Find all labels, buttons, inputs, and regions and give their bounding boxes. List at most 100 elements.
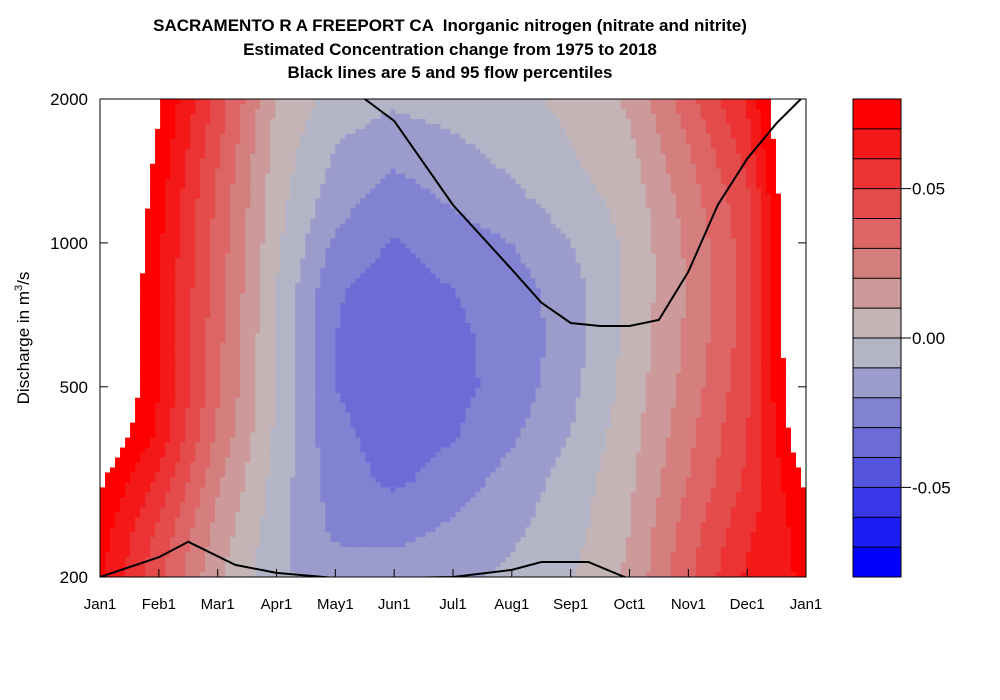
contour-cell <box>260 108 266 115</box>
contour-cell <box>735 263 742 269</box>
contour-cell <box>375 233 381 240</box>
contour-cell <box>110 118 116 125</box>
contour-cell <box>220 99 226 105</box>
contour-cell <box>325 183 331 190</box>
contour-cell <box>650 148 657 155</box>
contour-cell <box>360 113 366 120</box>
contour-cell <box>645 263 652 269</box>
contour-cell <box>175 118 181 125</box>
contour-cell <box>800 133 806 140</box>
contour-cell <box>140 153 146 160</box>
contour-cell <box>635 128 642 135</box>
contour-cell <box>585 148 592 155</box>
contour-cell <box>530 118 537 125</box>
contour-cell <box>670 168 677 175</box>
contour-cell <box>595 248 602 254</box>
contour-cell <box>660 218 667 225</box>
contour-cell <box>725 123 732 130</box>
contour-cell <box>140 168 146 175</box>
contour-cell <box>275 188 281 195</box>
contour-cell <box>575 213 582 220</box>
contour-cell <box>360 243 366 249</box>
contour-cell <box>165 99 171 105</box>
contour-cell <box>215 258 221 264</box>
contour-cell <box>390 208 397 215</box>
contour-cell <box>750 193 757 200</box>
contour-cell <box>100 143 106 150</box>
contour-cell <box>600 103 607 110</box>
contour-cell <box>290 273 296 279</box>
contour-cell <box>185 198 191 205</box>
contour-cell <box>120 163 126 170</box>
contour-cell <box>340 148 346 155</box>
contour-cell <box>200 268 206 274</box>
contour-cell <box>365 103 371 110</box>
contour-cell <box>280 233 286 240</box>
contour-cell <box>420 113 427 120</box>
contour-cell <box>665 128 672 135</box>
contour-cell <box>225 113 231 120</box>
contour-cell <box>270 213 276 220</box>
contour-cell <box>180 223 186 230</box>
contour-cell <box>170 128 176 135</box>
contour-cell <box>185 253 191 259</box>
contour-cell <box>195 248 201 254</box>
contour-cell <box>785 233 792 240</box>
contour-cell <box>380 273 387 279</box>
contour-cell <box>175 233 181 240</box>
contour-cell <box>210 148 216 155</box>
contour-cell <box>160 178 166 185</box>
contour-cell <box>100 138 106 145</box>
contour-cell <box>185 143 191 150</box>
contour-cell <box>245 248 251 254</box>
contour-cell <box>140 243 146 249</box>
contour-cell <box>360 138 366 145</box>
contour-cell <box>565 253 572 259</box>
contour-cell <box>700 228 707 235</box>
contour-cell <box>440 143 447 150</box>
contour-cell <box>420 263 427 269</box>
contour-cell <box>595 108 602 115</box>
contour-cell <box>630 113 637 120</box>
contour-cell <box>505 248 512 254</box>
contour-cell <box>220 113 226 120</box>
contour-cell <box>155 203 161 210</box>
contour-cell <box>590 263 597 269</box>
contour-cell <box>715 193 722 200</box>
contour-cell <box>110 208 116 215</box>
contour-cell <box>700 253 707 259</box>
contour-cell <box>170 253 176 259</box>
contour-cell <box>755 163 762 170</box>
contour-cell <box>340 188 346 195</box>
contour-cell <box>120 198 126 205</box>
contour-cell <box>515 99 522 105</box>
contour-cell <box>595 198 602 205</box>
contour-cell <box>190 218 196 225</box>
contour-cell <box>520 258 527 264</box>
contour-cell <box>335 268 341 274</box>
contour-cell <box>185 248 191 254</box>
contour-cell <box>720 173 727 180</box>
contour-cell <box>755 228 762 235</box>
contour-cell <box>185 233 191 240</box>
contour-cell <box>100 103 106 110</box>
contour-cell <box>230 213 236 220</box>
contour-cell <box>675 193 682 200</box>
contour-cell <box>415 203 422 210</box>
contour-cell <box>580 218 587 225</box>
contour-cell <box>800 218 806 225</box>
contour-cell <box>515 123 522 130</box>
contour-cell <box>325 123 331 130</box>
contour-cell <box>200 108 206 115</box>
contour-cell <box>430 253 437 259</box>
contour-cell <box>350 188 356 195</box>
contour-cell <box>410 178 417 185</box>
contour-cell <box>180 243 186 249</box>
contour-cell <box>725 153 732 160</box>
contour-cell <box>255 168 261 175</box>
contour-cell <box>275 213 281 220</box>
contour-cell <box>590 228 597 235</box>
contour-cell <box>785 208 792 215</box>
contour-cell <box>410 203 417 210</box>
contour-cell <box>500 178 507 185</box>
